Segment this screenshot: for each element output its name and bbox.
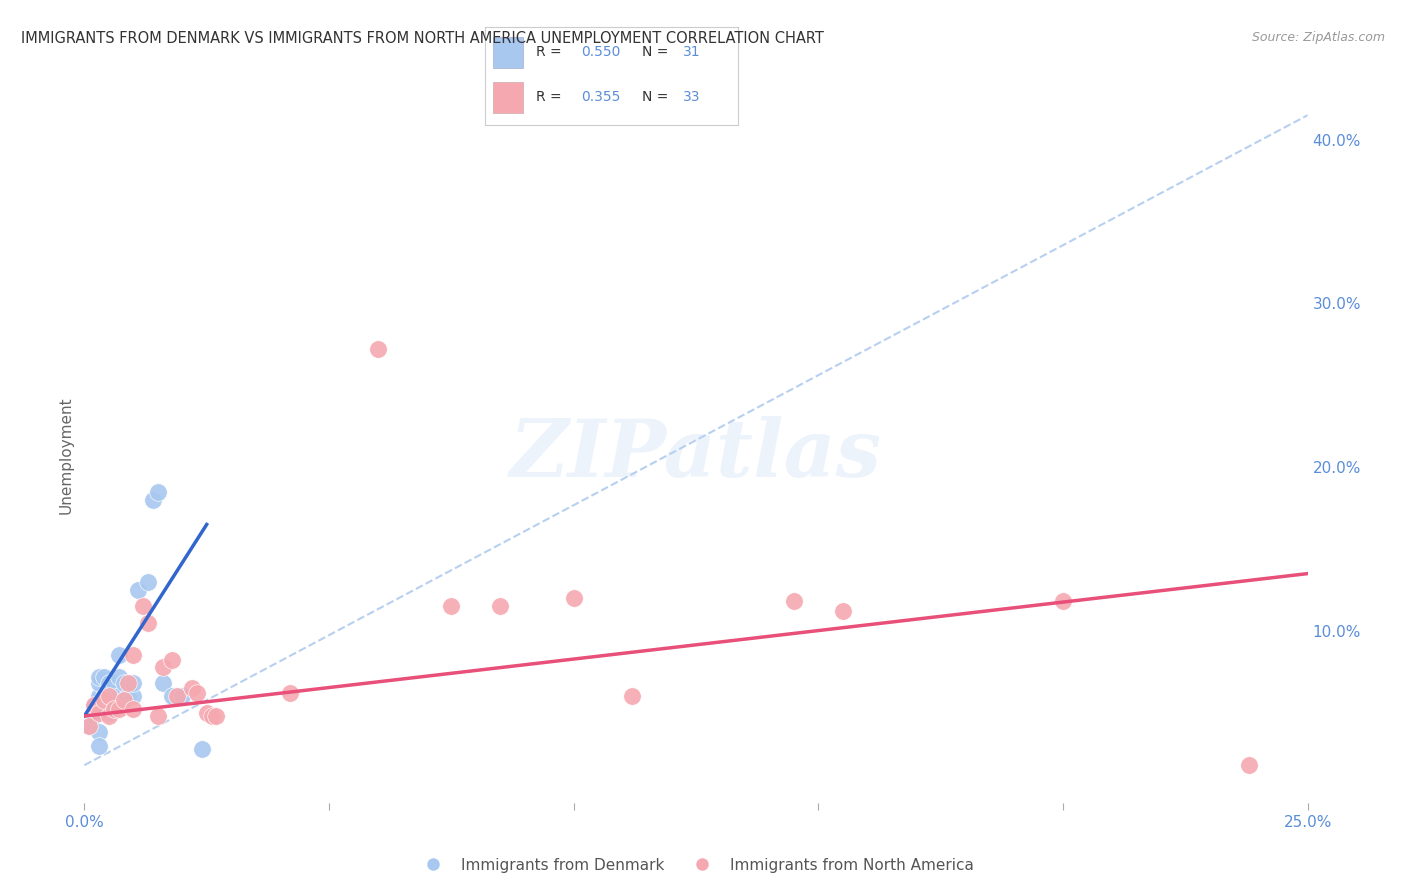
Point	[152, 676, 174, 690]
Point	[77, 719, 100, 733]
Point	[97, 709, 120, 723]
Point	[97, 706, 120, 720]
Point	[562, 591, 585, 606]
Point	[103, 676, 125, 690]
Text: R =: R =	[536, 45, 565, 59]
Point	[440, 599, 463, 614]
Point	[87, 725, 110, 739]
Point	[489, 599, 512, 614]
Point	[367, 343, 389, 357]
Point	[83, 709, 105, 723]
Point	[162, 653, 184, 667]
Text: N =: N =	[643, 45, 672, 59]
Point	[162, 690, 184, 704]
Point	[172, 690, 194, 704]
Point	[127, 582, 149, 597]
Point	[1052, 594, 1074, 608]
Point	[783, 594, 806, 608]
Point	[97, 676, 120, 690]
Point	[278, 686, 301, 700]
Point	[136, 574, 159, 589]
Point	[205, 709, 228, 723]
Text: 33: 33	[682, 90, 700, 104]
Point	[97, 690, 120, 704]
Text: 0.550: 0.550	[581, 45, 620, 59]
Text: 0.355: 0.355	[581, 90, 620, 104]
Legend: Immigrants from Denmark, Immigrants from North America: Immigrants from Denmark, Immigrants from…	[412, 852, 980, 879]
Bar	[492, 37, 523, 68]
Point	[93, 698, 115, 712]
Point	[181, 681, 204, 696]
Point	[142, 492, 165, 507]
Point	[93, 692, 115, 706]
Point	[122, 648, 145, 663]
Point	[122, 676, 145, 690]
Point	[107, 690, 129, 704]
Text: IMMIGRANTS FROM DENMARK VS IMMIGRANTS FROM NORTH AMERICA UNEMPLOYMENT CORRELATIO: IMMIGRANTS FROM DENMARK VS IMMIGRANTS FR…	[21, 31, 824, 46]
Point	[87, 676, 110, 690]
Point	[117, 690, 139, 704]
Point	[166, 690, 188, 704]
Point	[191, 741, 214, 756]
Point	[87, 706, 110, 720]
Point	[103, 690, 125, 704]
Text: 31: 31	[682, 45, 700, 59]
Y-axis label: Unemployment: Unemployment	[58, 396, 73, 514]
Point	[107, 702, 129, 716]
Point	[136, 615, 159, 630]
Point	[77, 719, 100, 733]
Point	[107, 648, 129, 663]
Point	[87, 690, 110, 704]
Point	[112, 692, 135, 706]
Point	[146, 484, 169, 499]
Point	[103, 702, 125, 716]
Point	[186, 686, 208, 700]
Point	[93, 690, 115, 704]
Point	[152, 660, 174, 674]
Point	[200, 709, 222, 723]
Point	[122, 690, 145, 704]
Point	[112, 692, 135, 706]
Point	[132, 599, 155, 614]
Point	[83, 698, 105, 712]
Bar	[492, 82, 523, 113]
Point	[87, 739, 110, 753]
Point	[87, 670, 110, 684]
Point	[146, 709, 169, 723]
Point	[621, 690, 644, 704]
Point	[831, 604, 853, 618]
Point	[1237, 758, 1260, 772]
Text: Source: ZipAtlas.com: Source: ZipAtlas.com	[1251, 31, 1385, 45]
Point	[107, 670, 129, 684]
Point	[93, 670, 115, 684]
Text: N =: N =	[643, 90, 672, 104]
Point	[122, 702, 145, 716]
Text: R =: R =	[536, 90, 565, 104]
Point	[195, 706, 218, 720]
Text: ZIPatlas: ZIPatlas	[510, 417, 882, 493]
Point	[112, 676, 135, 690]
Point	[117, 676, 139, 690]
Point	[83, 698, 105, 712]
